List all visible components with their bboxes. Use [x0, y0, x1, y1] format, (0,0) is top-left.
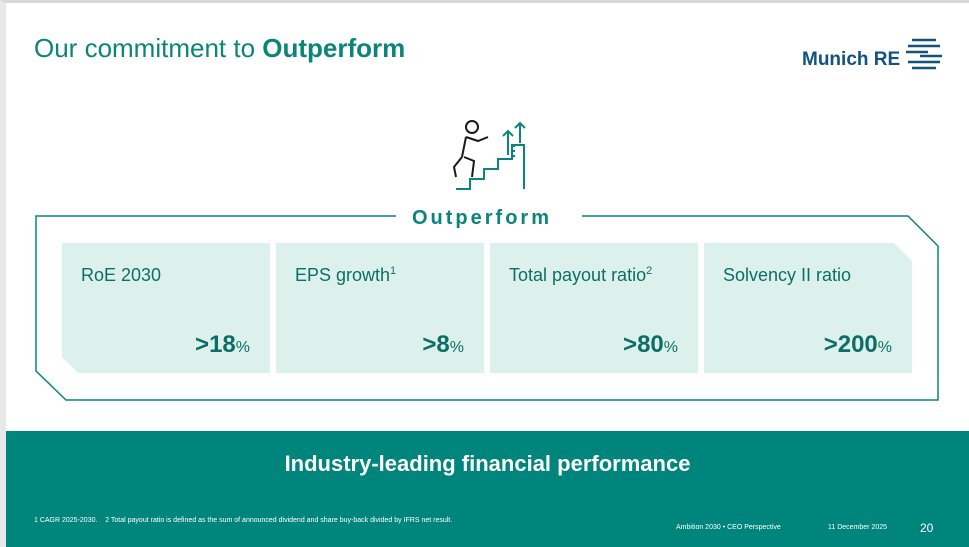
icon [452, 120, 526, 190]
label-text: EPS growth [295, 265, 391, 285]
label-text: RoE 2030 [81, 265, 162, 285]
unit: % [663, 339, 678, 356]
page-number: 20 [920, 521, 934, 535]
logo-text: Munich RE [802, 49, 901, 70]
unit: % [449, 339, 464, 356]
footnote: 1 CAGR 2025-2030. 2 Total payout ratio i… [34, 517, 453, 524]
value-text: >80 [623, 331, 664, 358]
title-lead: Our commitment to [34, 33, 263, 63]
card: RoE 2030 >18% [62, 243, 270, 373]
card: Total payout ratio2 >80% [490, 243, 698, 373]
footnote-ref: 1 [390, 265, 397, 277]
card-label: RoE 2030 [81, 265, 161, 286]
event: Ambition 2030 • CEO Perspective [676, 524, 781, 531]
unit: % [877, 339, 892, 356]
title-bold: Outperform [262, 33, 406, 63]
unit: % [235, 339, 250, 356]
section-label: Outperform [406, 207, 558, 230]
card-label: EPS growth1 [295, 265, 396, 286]
value-text: >18 [195, 331, 236, 358]
card-value: >18% [195, 331, 250, 359]
card: Solvency II ratio >200% [704, 243, 912, 373]
card-label: Total payout ratio2 [509, 265, 652, 286]
card-value: >80% [623, 331, 678, 359]
frame [35, 215, 939, 401]
title: Our commitment to Outperform [34, 33, 405, 64]
label-text: Total payout ratio [509, 265, 647, 285]
card-value: >8% [422, 331, 464, 359]
banner-text: Industry-leading financial performance [284, 451, 691, 476]
card-value: >200% [824, 331, 892, 359]
footnote-ref: 2 [646, 265, 653, 277]
value-text: >200 [823, 331, 878, 358]
label-text: Solvency II ratio [723, 265, 852, 285]
card-label: Solvency II ratio [723, 265, 851, 286]
banner [6, 431, 969, 547]
value-text: >8 [422, 331, 450, 358]
logo-mark [906, 38, 942, 70]
date: 11 December 2025 [828, 524, 888, 531]
card: EPS growth1 >8% [276, 243, 484, 373]
